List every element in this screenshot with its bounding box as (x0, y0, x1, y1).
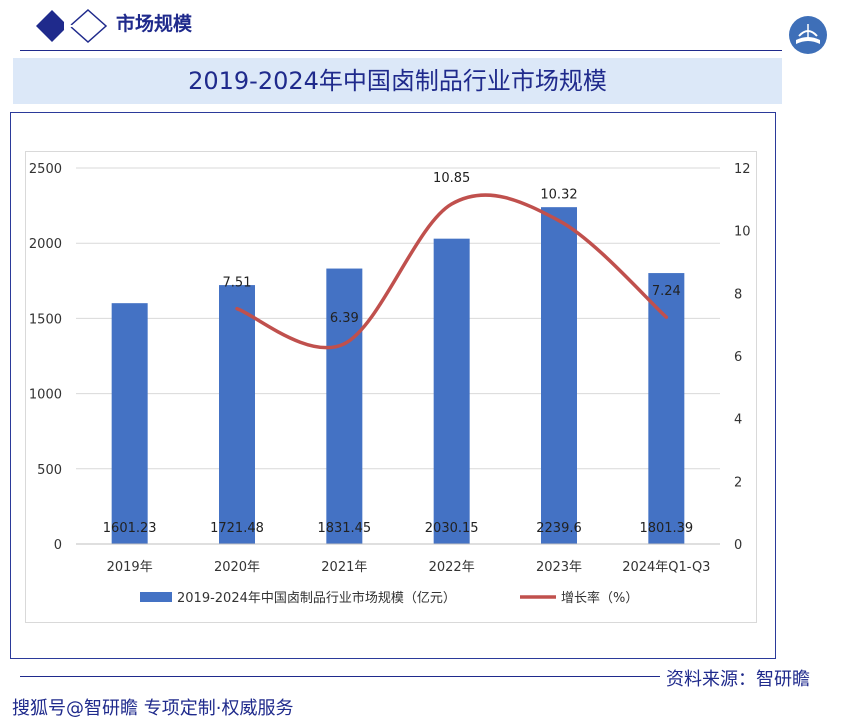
x-tick-label: 2021年 (321, 560, 367, 575)
y-left-tick-label: 2000 (29, 237, 62, 252)
bar-series (111, 207, 685, 544)
growth-rate-point (235, 307, 239, 311)
growth-rate-point (664, 315, 668, 319)
diamond-logo-icon (36, 8, 108, 44)
header-rule (20, 50, 782, 51)
plot-area-frame (25, 151, 757, 623)
line-value-label: 7.24 (652, 284, 681, 299)
footer-watermark: 搜狐号@智研瞻 专项定制·权威服务 (12, 698, 294, 719)
growth-rate-point (557, 219, 561, 223)
bar-value-label: 1831.45 (317, 521, 371, 536)
bar (111, 303, 148, 544)
data-labels: 1601.23 1721.48 1831.45 2030.15 2239.6 1801.3… (103, 171, 693, 536)
bar (648, 273, 685, 544)
bar (219, 285, 255, 544)
line-value-label: 10.85 (433, 171, 470, 186)
legend-swatch-bar (140, 592, 172, 602)
legend: 2019-2024年中国卤制品行业市场规模（亿元） 增长率（%） (140, 590, 638, 606)
bar-value-label: 2239.6 (536, 521, 582, 536)
bar-value-label: 1801.39 (639, 521, 693, 536)
bar-value-label: 1721.48 (210, 521, 264, 536)
x-tick-label: 2022年 (429, 560, 475, 575)
y-right-tick-label: 12 (734, 162, 751, 177)
y-right-tick-label: 6 (734, 350, 742, 365)
line-value-label: 6.39 (330, 311, 359, 326)
title-banner (13, 58, 782, 104)
y-right-tick-label: 4 (734, 413, 742, 428)
y-right-tick-label: 8 (734, 287, 742, 302)
chart-title: 2019-2024年中国卤制品行业市场规模 (188, 67, 607, 95)
x-tick-label: 2024年Q1-Q3 (622, 560, 710, 575)
y-right-tick-label: 0 (734, 538, 742, 553)
axes: 0 500 1000 1500 2000 2500 0 2 4 6 8 10 12 2019年 2020年 2… (29, 162, 751, 575)
chart-frame (10, 112, 776, 659)
gridlines (76, 167, 720, 545)
y-left-tick-label: 500 (37, 463, 62, 478)
bar (433, 238, 470, 544)
y-right-tick-label: 2 (734, 475, 742, 490)
source-note: 资料来源：智研瞻 (666, 669, 810, 690)
bar-value-label: 1601.23 (103, 521, 157, 536)
x-tick-label: 2019年 (107, 560, 153, 575)
growth-rate-point (450, 202, 454, 206)
section-title: 市场规模 (116, 13, 193, 35)
legend-label-bar: 2019-2024年中国卤制品行业市场规模（亿元） (177, 590, 456, 606)
bar (326, 268, 363, 544)
growth-rate-point (342, 342, 346, 346)
globe-book-icon (789, 16, 827, 54)
line-series (235, 193, 669, 350)
legend-label-line: 增长率（%） (561, 590, 638, 606)
x-tick-label: 2020年 (214, 560, 260, 575)
line-value-label: 10.32 (540, 188, 577, 203)
y-left-tick-label: 2500 (29, 162, 62, 177)
y-right-tick-label: 10 (734, 225, 751, 240)
line-value-label: 7.51 (223, 276, 252, 291)
bar (541, 207, 577, 544)
bar-value-label: 2030.15 (425, 521, 479, 536)
y-left-tick-label: 1500 (29, 312, 62, 327)
x-tick-label: 2023年 (536, 560, 582, 575)
y-left-tick-label: 1000 (29, 388, 62, 403)
y-left-tick-label: 0 (54, 538, 62, 553)
source-rule (20, 676, 660, 677)
